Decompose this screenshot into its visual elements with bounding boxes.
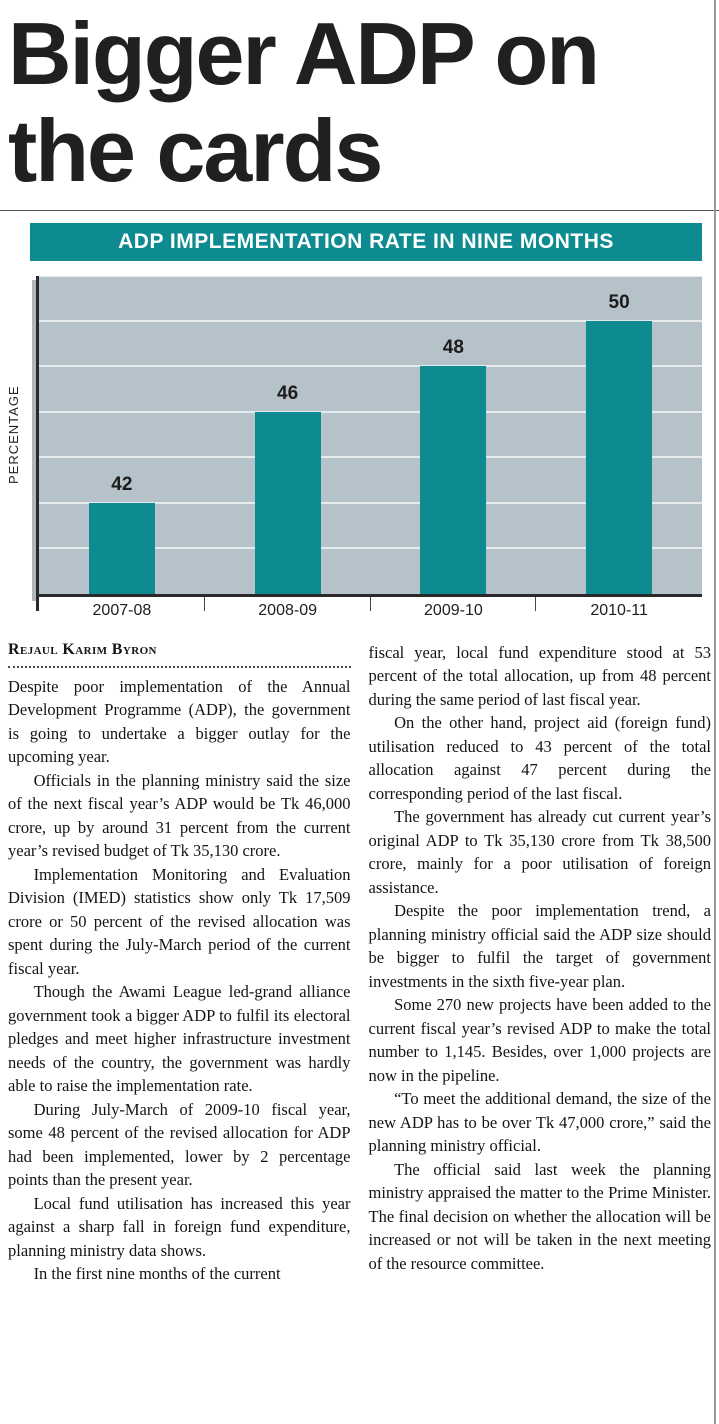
byline-divider	[8, 664, 351, 668]
article-paragraph: The government has already cut current y…	[368, 807, 712, 897]
bar-column: 42	[39, 276, 205, 594]
bar-value-label: 46	[277, 382, 299, 404]
right-paragraphs: fiscal year, local fund expenditure stoo…	[369, 641, 712, 1276]
gridline	[39, 320, 702, 323]
article-column-right: fiscal year, local fund expenditure stoo…	[369, 641, 712, 1286]
headline: Bigger ADP on the cards	[8, 4, 600, 200]
article-body: Rejaul Karim Byron Despite poor implemen…	[0, 641, 719, 1286]
article-paragraph: Despite the poor implementation trend, a…	[368, 901, 712, 991]
article-paragraph: fiscal year, local fund expenditure stoo…	[368, 642, 712, 709]
bar-column: 46	[205, 276, 371, 594]
gridline	[39, 456, 702, 459]
gridline	[39, 501, 702, 504]
adp-implementation-chart: ADP IMPLEMENTATION RATE IN NINE MONTHS P…	[6, 222, 702, 627]
chart-title: ADP IMPLEMENTATION RATE IN NINE MONTHS	[30, 222, 702, 261]
x-axis-tick-label: 2010-11	[590, 601, 648, 619]
chart-plot-area: 42 46 48 50	[36, 275, 702, 597]
bar-value-label: 48	[442, 337, 464, 359]
article-paragraph: In the first nine months of the current	[33, 1264, 281, 1284]
y-axis-label: PERCENTAGE	[6, 385, 21, 484]
gridline	[39, 547, 702, 550]
article-paragraph: During July-March of 2009-10 fiscal year…	[8, 1099, 351, 1190]
gridline	[39, 410, 702, 413]
bar-column: 48	[371, 276, 537, 594]
bar-column: 50	[536, 276, 702, 594]
bar	[420, 366, 487, 594]
article-paragraph: Some 270 new projects have been added to…	[368, 995, 712, 1085]
article-paragraph: The official said last week the planning…	[368, 1159, 712, 1273]
x-axis-tick-label: 2008-09	[205, 596, 371, 627]
bar	[254, 411, 321, 594]
bar-value-label: 50	[608, 292, 630, 314]
article-paragraph: Local fund utilisation has increased thi…	[8, 1193, 351, 1260]
article-paragraph: Despite poor implementation of the Annua…	[8, 676, 351, 767]
x-axis-tick-label: 2007-08	[39, 596, 205, 627]
x-axis-labels: 2007-08 2008-09 2009-10 2010-11	[36, 596, 702, 627]
article-paragraph: Though the Awami League led-grand allian…	[8, 982, 351, 1096]
article-paragraph: On the other hand, project aid (foreign …	[368, 713, 712, 803]
article-column-left: Rejaul Karim Byron Despite poor implemen…	[8, 641, 351, 1286]
gridline	[39, 365, 702, 368]
bar-value-label: 42	[111, 473, 133, 495]
bar	[88, 502, 155, 594]
left-paragraphs: Despite poor implementation of the Annua…	[8, 675, 351, 1286]
x-axis-tick-label: 2009-10	[371, 596, 537, 627]
gridline	[39, 275, 702, 277]
article-paragraph: Implementation Monitoring and Evaluation…	[8, 864, 351, 978]
article-paragraph: Officials in the planning ministry said …	[8, 770, 351, 861]
article-paragraph: “To meet the additional demand, the size…	[368, 1089, 712, 1156]
headline-divider	[0, 209, 719, 211]
byline: Rejaul Karim Byron	[8, 640, 157, 658]
column-rule	[714, 0, 716, 1424]
bar	[586, 321, 653, 594]
